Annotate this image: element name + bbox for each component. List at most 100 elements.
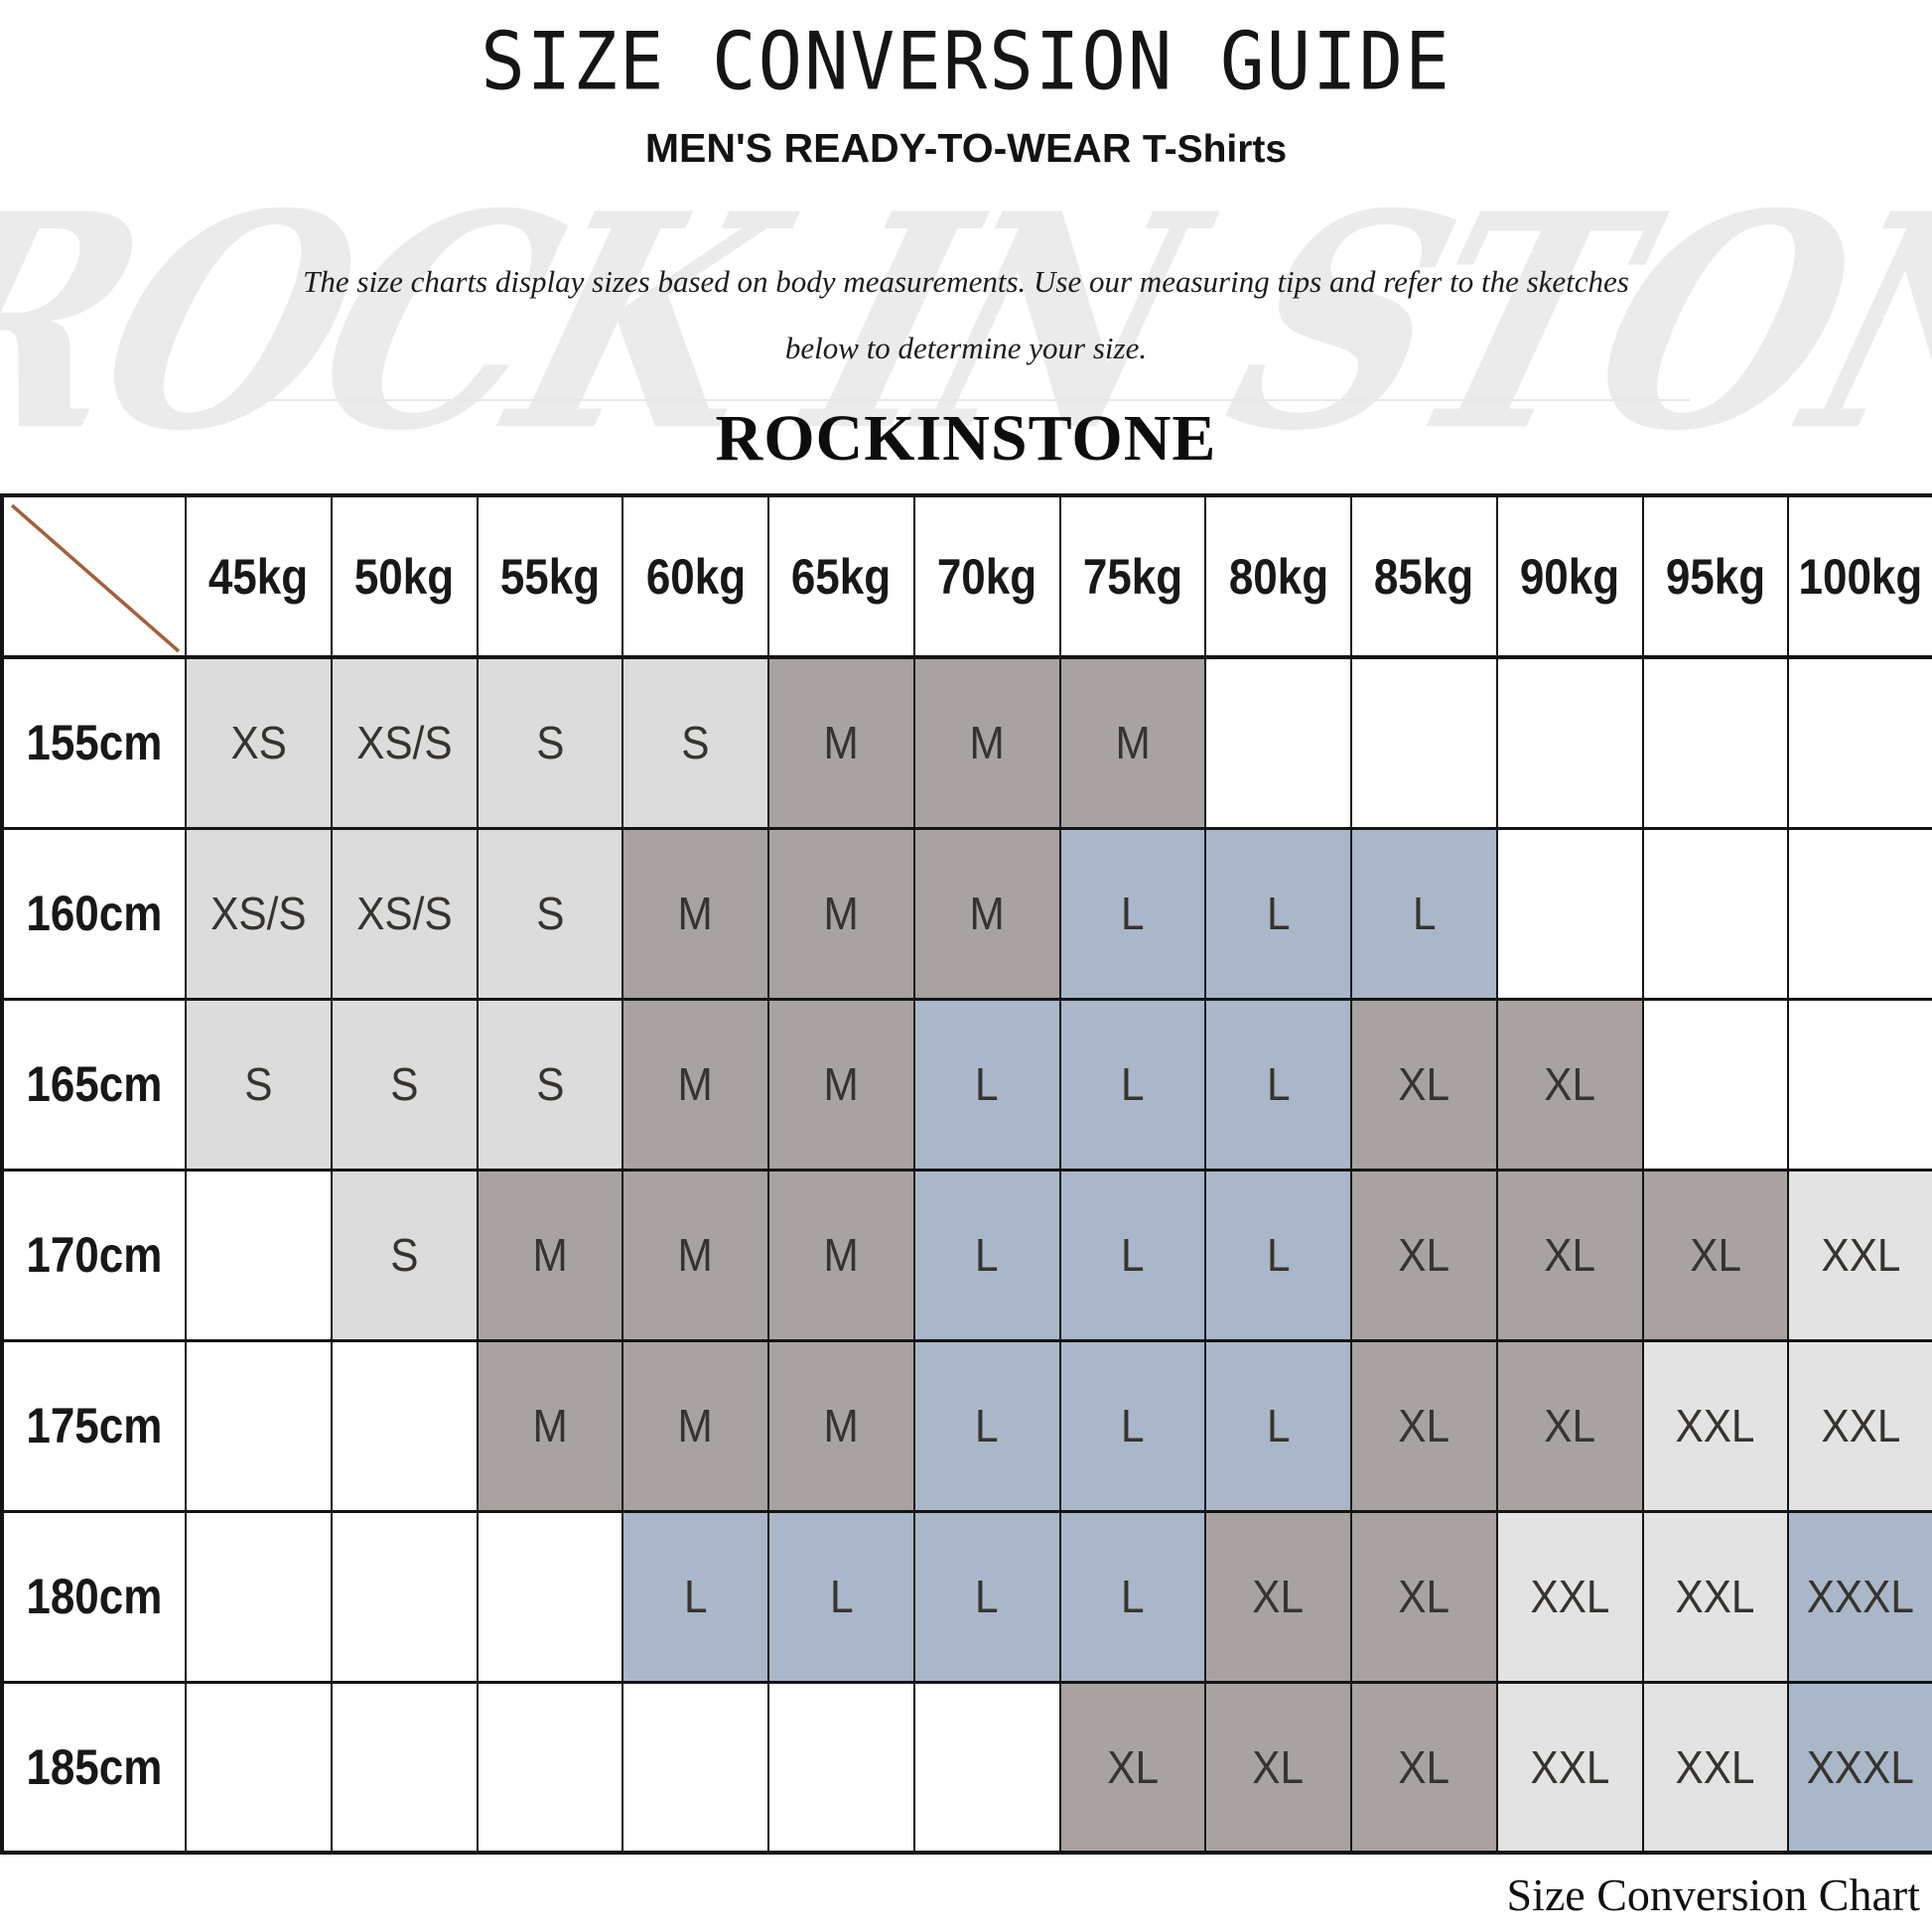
table-row-185cm: 185cm XL XL XL XXL XXL XXXL xyxy=(1,1680,1932,1855)
size-cell-170cm-100kg: XXL xyxy=(1787,1168,1932,1342)
size-cell-180cm-45kg xyxy=(185,1509,333,1684)
size-cell-185cm-85kg: XL xyxy=(1350,1680,1498,1855)
size-value: XXL xyxy=(1675,1740,1755,1793)
size-cell-160cm-85kg: L xyxy=(1350,826,1498,1001)
height-header-label: 175cm xyxy=(26,1398,163,1453)
size-cell-175cm-95kg: XXL xyxy=(1641,1338,1790,1513)
size-value: S xyxy=(681,717,710,769)
size-cell-180cm-55kg xyxy=(476,1509,624,1684)
size-value: M xyxy=(532,1400,568,1451)
size-cell-185cm-100kg: XXXL xyxy=(1787,1680,1932,1855)
weight-header-90kg: 90kg xyxy=(1495,493,1644,659)
weight-header-label: 85kg xyxy=(1374,548,1474,605)
size-cell-180cm-100kg: XXXL xyxy=(1787,1509,1932,1684)
size-cell-165cm-60kg: M xyxy=(621,997,769,1172)
brand-title: ROCKINSTONE xyxy=(715,402,1217,475)
size-value: S xyxy=(244,1058,273,1110)
size-cell-160cm-60kg: M xyxy=(621,826,769,1001)
size-cell-175cm-85kg: XL xyxy=(1350,1338,1498,1513)
size-cell-155cm-95kg xyxy=(1641,655,1790,830)
size-value: XL xyxy=(1398,1058,1450,1110)
size-cell-180cm-95kg: XXL xyxy=(1641,1509,1790,1684)
size-value: XL xyxy=(1544,1400,1595,1451)
size-value: S xyxy=(535,1058,564,1110)
size-value: XL xyxy=(1398,1229,1450,1281)
size-value: L xyxy=(975,1400,999,1451)
weight-header-75kg: 75kg xyxy=(1058,493,1207,659)
size-value: L xyxy=(1266,1058,1291,1110)
size-cell-185cm-70kg xyxy=(912,1680,1061,1855)
height-header-label: 165cm xyxy=(26,1056,163,1112)
size-value: M xyxy=(677,1058,714,1110)
height-header-label: 160cm xyxy=(26,886,163,941)
weight-header-label: 75kg xyxy=(1082,548,1183,605)
weight-header-label: 45kg xyxy=(208,548,309,605)
size-value: L xyxy=(1266,1400,1291,1451)
weight-header-label: 80kg xyxy=(1228,548,1328,605)
weight-header-95kg: 95kg xyxy=(1641,493,1790,659)
size-cell-185cm-50kg xyxy=(330,1680,479,1855)
height-header-155cm: 155cm xyxy=(1,655,187,830)
diagonal-line-icon xyxy=(10,503,181,653)
size-value: S xyxy=(535,888,564,939)
table-row-170cm: 170cm S M M M L L L XL XL XL XXL xyxy=(1,1168,1932,1342)
weight-header-100kg: 100kg xyxy=(1787,493,1932,659)
size-value: XS/S xyxy=(355,717,453,769)
size-value: L xyxy=(683,1571,708,1622)
weight-header-45kg: 45kg xyxy=(185,493,333,659)
size-cell-165cm-50kg: S xyxy=(330,997,479,1172)
size-value: XL xyxy=(1398,1400,1450,1451)
size-cell-175cm-65kg: M xyxy=(767,1338,915,1513)
size-cell-165cm-100kg xyxy=(1787,997,1932,1172)
height-header-label: 185cm xyxy=(26,1738,163,1795)
page-subtitle: MEN'S READY-TO-WEAR T-Shirts xyxy=(0,125,1932,172)
size-cell-165cm-95kg xyxy=(1641,997,1790,1172)
size-cell-180cm-50kg xyxy=(330,1509,479,1684)
size-cell-185cm-45kg xyxy=(185,1680,333,1855)
size-cell-165cm-45kg: S xyxy=(185,997,333,1172)
size-value: M xyxy=(823,717,859,769)
size-value: L xyxy=(1266,888,1291,939)
size-cell-175cm-55kg: M xyxy=(476,1338,624,1513)
size-value: XL xyxy=(1252,1740,1305,1793)
size-value: L xyxy=(1121,1058,1145,1110)
size-value: S xyxy=(390,1058,419,1110)
table-header-row: 45kg 50kg 55kg 60kg 65kg 70kg 75kg 80kg 85kg 90kg… xyxy=(1,493,1932,659)
size-value: XS/S xyxy=(210,888,307,939)
size-cell-165cm-65kg: M xyxy=(767,997,915,1172)
weight-header-label: 60kg xyxy=(645,548,746,605)
size-value: M xyxy=(823,888,859,939)
weight-header-label: 95kg xyxy=(1665,548,1766,605)
table-row-160cm: 160cm XS/S XS/S S M M M L L L xyxy=(1,826,1932,1001)
height-header-170cm: 170cm xyxy=(1,1168,187,1342)
size-value: M xyxy=(677,1400,714,1451)
size-cell-155cm-85kg xyxy=(1350,655,1498,830)
subtitle-main: MEN'S READY-TO-WEAR xyxy=(644,125,1132,171)
size-cell-160cm-45kg: XS/S xyxy=(185,826,333,1001)
size-cell-180cm-85kg: XL xyxy=(1350,1509,1498,1684)
height-header-160cm: 160cm xyxy=(1,826,187,1001)
size-value: L xyxy=(1121,888,1145,939)
size-value: M xyxy=(532,1229,568,1281)
subtitle-secondary: T-Shirts xyxy=(1142,128,1288,171)
size-cell-180cm-75kg: L xyxy=(1058,1509,1207,1684)
size-cell-170cm-95kg: XL xyxy=(1641,1168,1790,1342)
size-value: XL xyxy=(1544,1058,1595,1110)
size-cell-175cm-90kg: XL xyxy=(1495,1338,1644,1513)
size-cell-165cm-80kg: L xyxy=(1204,997,1352,1172)
description-text: The size charts display sizes based on b… xyxy=(0,248,1932,381)
size-value: S xyxy=(390,1229,419,1281)
size-cell-185cm-55kg xyxy=(476,1680,624,1855)
size-value: L xyxy=(1121,1400,1145,1451)
size-value: XL xyxy=(1398,1740,1450,1793)
size-value: M xyxy=(969,888,1005,939)
weight-header-50kg: 50kg xyxy=(330,493,479,659)
size-cell-175cm-50kg xyxy=(330,1338,479,1513)
size-value: XXL xyxy=(1821,1400,1901,1451)
size-cell-155cm-100kg xyxy=(1787,655,1932,830)
size-conversion-table: 45kg 50kg 55kg 60kg 65kg 70kg 75kg 80kg 85kg 90kg… xyxy=(0,493,1932,1855)
table-row-175cm: 175cm M M M L L L XL XL XXL XXL xyxy=(1,1338,1932,1513)
height-header-label: 155cm xyxy=(26,715,163,771)
size-cell-155cm-65kg: M xyxy=(767,655,915,830)
